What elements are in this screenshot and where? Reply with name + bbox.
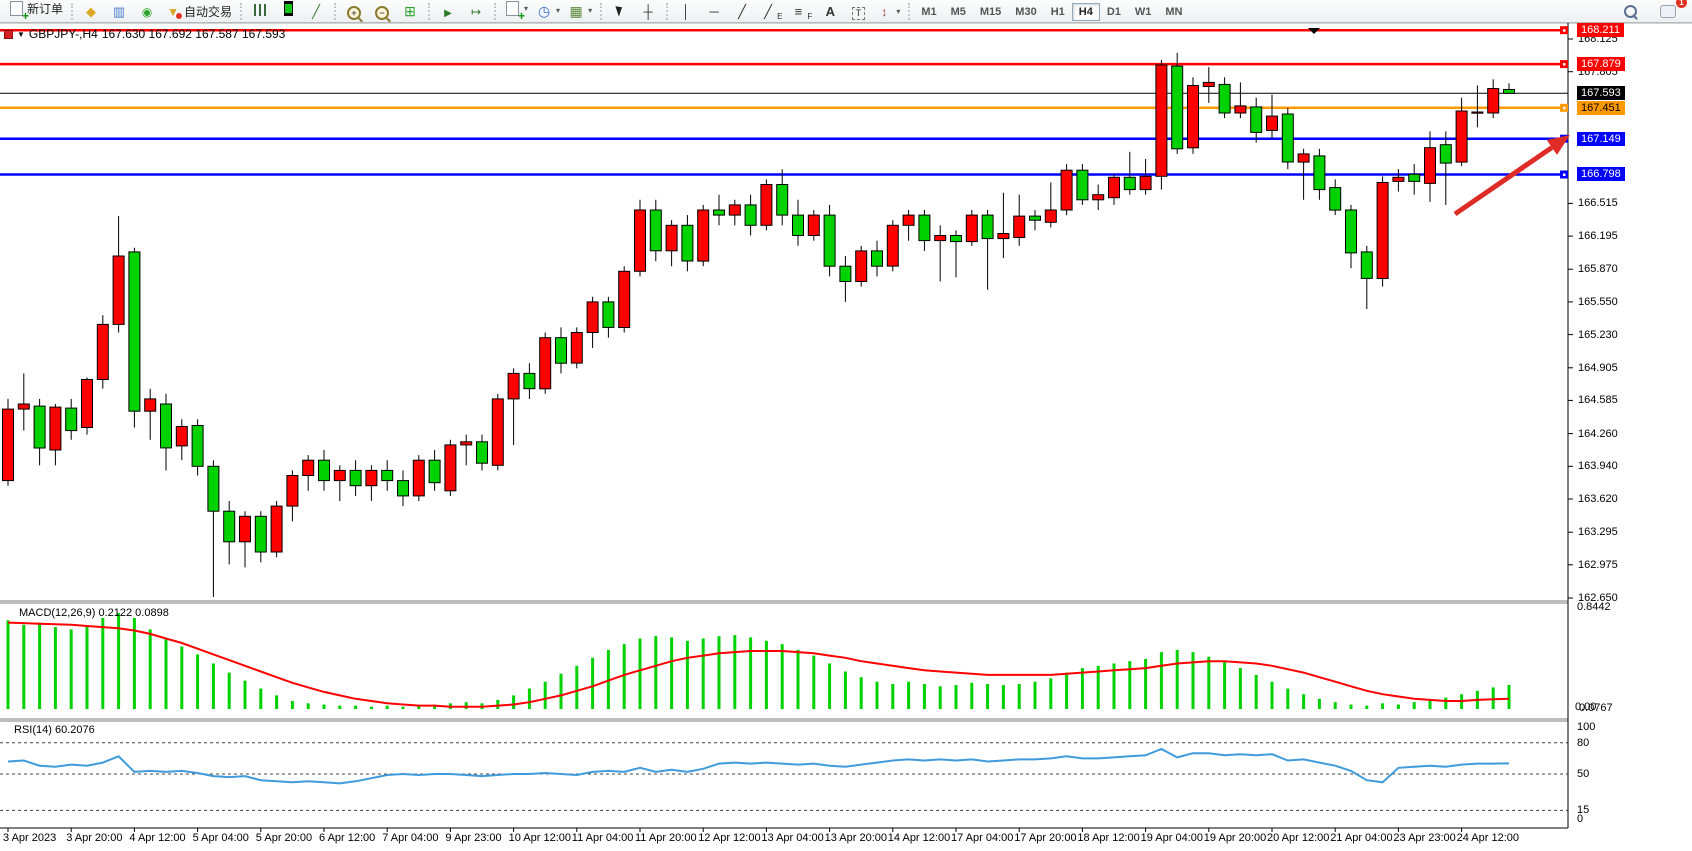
toolbar-right: 1 [1616, 0, 1687, 22]
dropdown-caret-icon: ▾ [896, 7, 901, 17]
crosshair-icon: ┼ [643, 3, 653, 19]
toolbar-separator [71, 2, 74, 20]
timeframe-w1-button[interactable]: W1 [1134, 6, 1152, 18]
text-tool-button[interactable]: A [816, 0, 844, 22]
text-label-tool-button[interactable]: T [844, 2, 872, 24]
cursor-icon [612, 2, 628, 18]
dropdown-caret-icon: ▾ [588, 6, 593, 16]
auto-trading-label: 自动交易 [184, 5, 233, 20]
crosshair-button[interactable]: ┼ [634, 0, 662, 22]
signals-button[interactable]: ◉ [133, 1, 161, 23]
horizontal-line-tool-button[interactable]: ─ [700, 0, 728, 22]
bucket-icon: ◆ [86, 3, 97, 19]
line-chart-icon: ╱ [312, 3, 320, 19]
text-a-icon: A [825, 3, 835, 19]
arrows-tool-button[interactable]: ↕ ▾ [872, 1, 904, 23]
timeframe-m5-button[interactable]: M5 [950, 6, 966, 18]
dropdown-caret-icon: ▾ [524, 3, 529, 13]
trendline-tool-button[interactable]: ╱ [728, 0, 756, 22]
auto-trading-button[interactable]: ▼ 自动交易 [161, 1, 236, 23]
vertical-line-icon: │ [682, 3, 691, 19]
dropdown-caret-icon: ▾ [556, 6, 561, 16]
toolbar-separator [334, 2, 337, 20]
notifications-button[interactable]: 1 [1654, 0, 1687, 22]
notification-badge: 1 [1676, 0, 1687, 8]
timeframe-m15-button[interactable]: M15 [979, 6, 1002, 18]
fibonacci-tool-button[interactable]: ≡ F [786, 0, 816, 22]
channel-tool-button[interactable]: ╱ E [756, 0, 786, 22]
text-label-icon: T [850, 5, 866, 21]
timeframe-h1-button[interactable]: H1 [1050, 6, 1065, 18]
style-bucket-button[interactable]: ◆ [77, 0, 105, 22]
indicators-button[interactable]: ▾ [500, 0, 532, 19]
cursor-button[interactable] [606, 0, 634, 21]
vertical-line-tool-button[interactable]: │ [672, 0, 700, 22]
arrows-icon: ↕ [881, 4, 888, 19]
indicator-add-icon [504, 0, 520, 16]
toolbar: 新订单◆▥◉▼自动交易╱+−⊞▶↦▾◷▾▦▾┼│─╱╱E≡FAT↕▾ M1M5M… [0, 0, 1692, 23]
candlestick-mode-button[interactable] [274, 0, 302, 19]
timeframe-buttons: M1 M5 M15 M30 H1 H4 D1 W1 MN [914, 2, 1189, 21]
timeframe-h4-button[interactable]: H4 [1071, 3, 1100, 21]
toolbar-separator [908, 2, 911, 20]
search-icon [1623, 4, 1637, 18]
timeframe-m1-button[interactable]: M1 [921, 6, 937, 18]
toolbar-separator [494, 2, 497, 20]
horizontal-line-icon: ─ [709, 3, 719, 19]
new-order-label: 新订单 [27, 1, 64, 16]
clock-icon: ◷ [537, 2, 551, 19]
ohlc-bars-icon [252, 2, 268, 18]
new-order-button[interactable]: 新订单 [4, 0, 67, 19]
line-chart-mode-button[interactable]: ╱ [302, 0, 330, 22]
timeframe-mn-button[interactable]: MN [1165, 6, 1183, 18]
zoom-in-icon: + [346, 5, 362, 21]
toolbar-separator [428, 2, 431, 20]
zoom-out-icon: − [374, 5, 390, 21]
zoom-out-button[interactable]: − [368, 2, 396, 24]
channel-icon: ╱ [764, 3, 772, 19]
zoom-in-button[interactable]: + [340, 2, 368, 24]
doc-plus-icon [8, 0, 24, 16]
open-chart-button[interactable]: ▥ [105, 0, 133, 22]
tile-windows-icon: ⊞ [404, 2, 416, 19]
timeframe-d1-button[interactable]: D1 [1106, 6, 1121, 18]
templates-button[interactable]: ▦ ▾ [564, 0, 596, 22]
auto-scroll-button[interactable]: ▶ [434, 3, 462, 25]
toolbar-separator [600, 2, 603, 20]
bar-chart-mode-button[interactable] [246, 0, 274, 21]
toolbar-buttons: 新订单◆▥◉▼自动交易╱+−⊞▶↦▾◷▾▦▾┼│─╱╱E≡FAT↕▾ [4, 0, 914, 25]
signal-icon: ◉ [141, 4, 153, 19]
chart-shift-button[interactable]: ↦ [462, 1, 490, 23]
funnel-icon: ▼ [165, 4, 184, 20]
trendline-icon: ╱ [738, 3, 746, 19]
chart-shift-icon: ↦ [471, 4, 482, 19]
template-icon: ▦ [569, 2, 583, 19]
toolbar-separator [240, 2, 243, 20]
search-button[interactable] [1616, 0, 1644, 22]
timeframe-m30-button[interactable]: M30 [1015, 6, 1037, 18]
candlestick-icon [280, 0, 296, 16]
auto-scroll-icon: ▶ [444, 7, 452, 19]
periods-button[interactable]: ◷ ▾ [532, 0, 564, 22]
chat-bubble-icon [1660, 4, 1676, 18]
fibonacci-icon: ≡ [794, 3, 803, 19]
tile-windows-button[interactable]: ⊞ [396, 0, 424, 22]
toolbar-separator [666, 2, 669, 20]
chart-add-icon: ▥ [112, 3, 126, 19]
